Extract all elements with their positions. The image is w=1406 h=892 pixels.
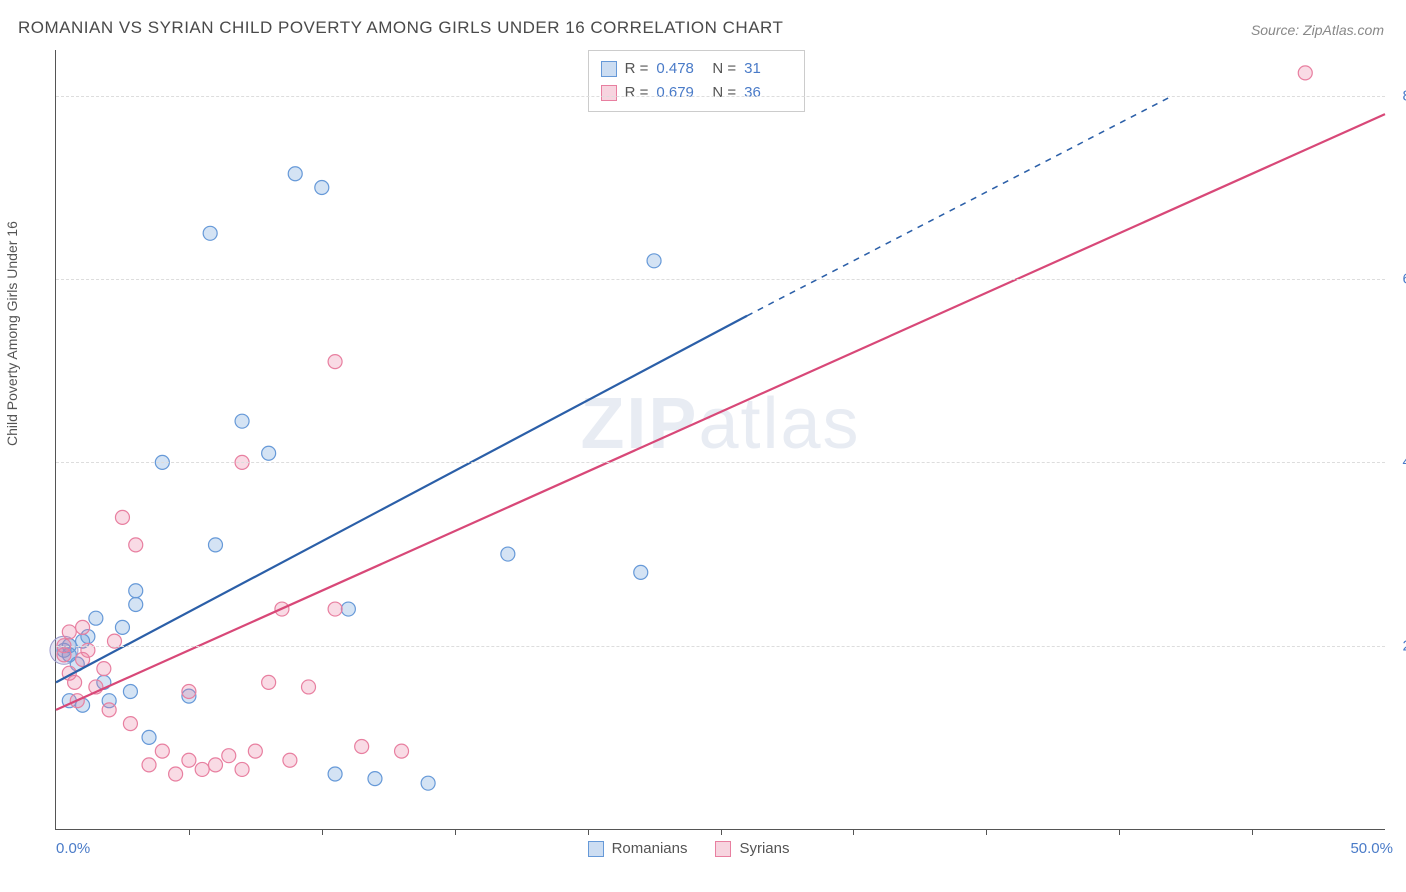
y-tick-label: 20.0% [1402,637,1406,654]
legend-label-romanians: Romanians [612,840,688,857]
swatch-syrians [601,85,617,101]
x-tick-mark [1252,829,1253,835]
chart-plot-area: ZIPatlas R = 0.478 N = 31 R = 0.679 N = … [55,50,1385,830]
stat-n-romanians: 31 [744,57,792,81]
chart-svg [56,50,1385,829]
x-tick-mark [721,829,722,835]
stats-legend-box: R = 0.478 N = 31 R = 0.679 N = 36 [588,50,806,112]
stat-r-syrians: 0.679 [656,81,704,105]
source-attribution: Source: ZipAtlas.com [1251,22,1384,38]
x-tick-mark [853,829,854,835]
chart-title: ROMANIAN VS SYRIAN CHILD POVERTY AMONG G… [18,18,783,38]
x-tick-mark [189,829,190,835]
x-tick-mark [986,829,987,835]
x-tick-mark [588,829,589,835]
legend-swatch-syrians [715,841,731,857]
legend-item-romanians: Romanians [588,840,688,857]
legend-label-syrians: Syrians [739,840,789,857]
stat-r-label: R = [625,57,649,81]
stat-n-label: N = [712,81,736,105]
x-tick-max: 50.0% [1350,840,1393,857]
y-tick-label: 80.0% [1402,87,1406,104]
gridline [56,96,1385,97]
x-tick-min: 0.0% [56,840,90,857]
legend-item-syrians: Syrians [715,840,789,857]
stats-row-syrians: R = 0.679 N = 36 [601,81,793,105]
gridline [56,462,1385,463]
bottom-legend: Romanians Syrians [588,840,790,857]
x-tick-mark [455,829,456,835]
y-tick-label: 40.0% [1402,454,1406,471]
legend-swatch-romanians [588,841,604,857]
gridline [56,279,1385,280]
stat-n-syrians: 36 [744,81,792,105]
stat-r-label: R = [625,81,649,105]
stats-row-romanians: R = 0.478 N = 31 [601,57,793,81]
swatch-romanians [601,61,617,77]
x-tick-mark [1119,829,1120,835]
stat-n-label: N = [712,57,736,81]
y-axis-label: Child Poverty Among Girls Under 16 [4,221,20,446]
gridline [56,646,1385,647]
y-tick-label: 60.0% [1402,271,1406,288]
x-tick-mark [322,829,323,835]
stat-r-romanians: 0.478 [656,57,704,81]
